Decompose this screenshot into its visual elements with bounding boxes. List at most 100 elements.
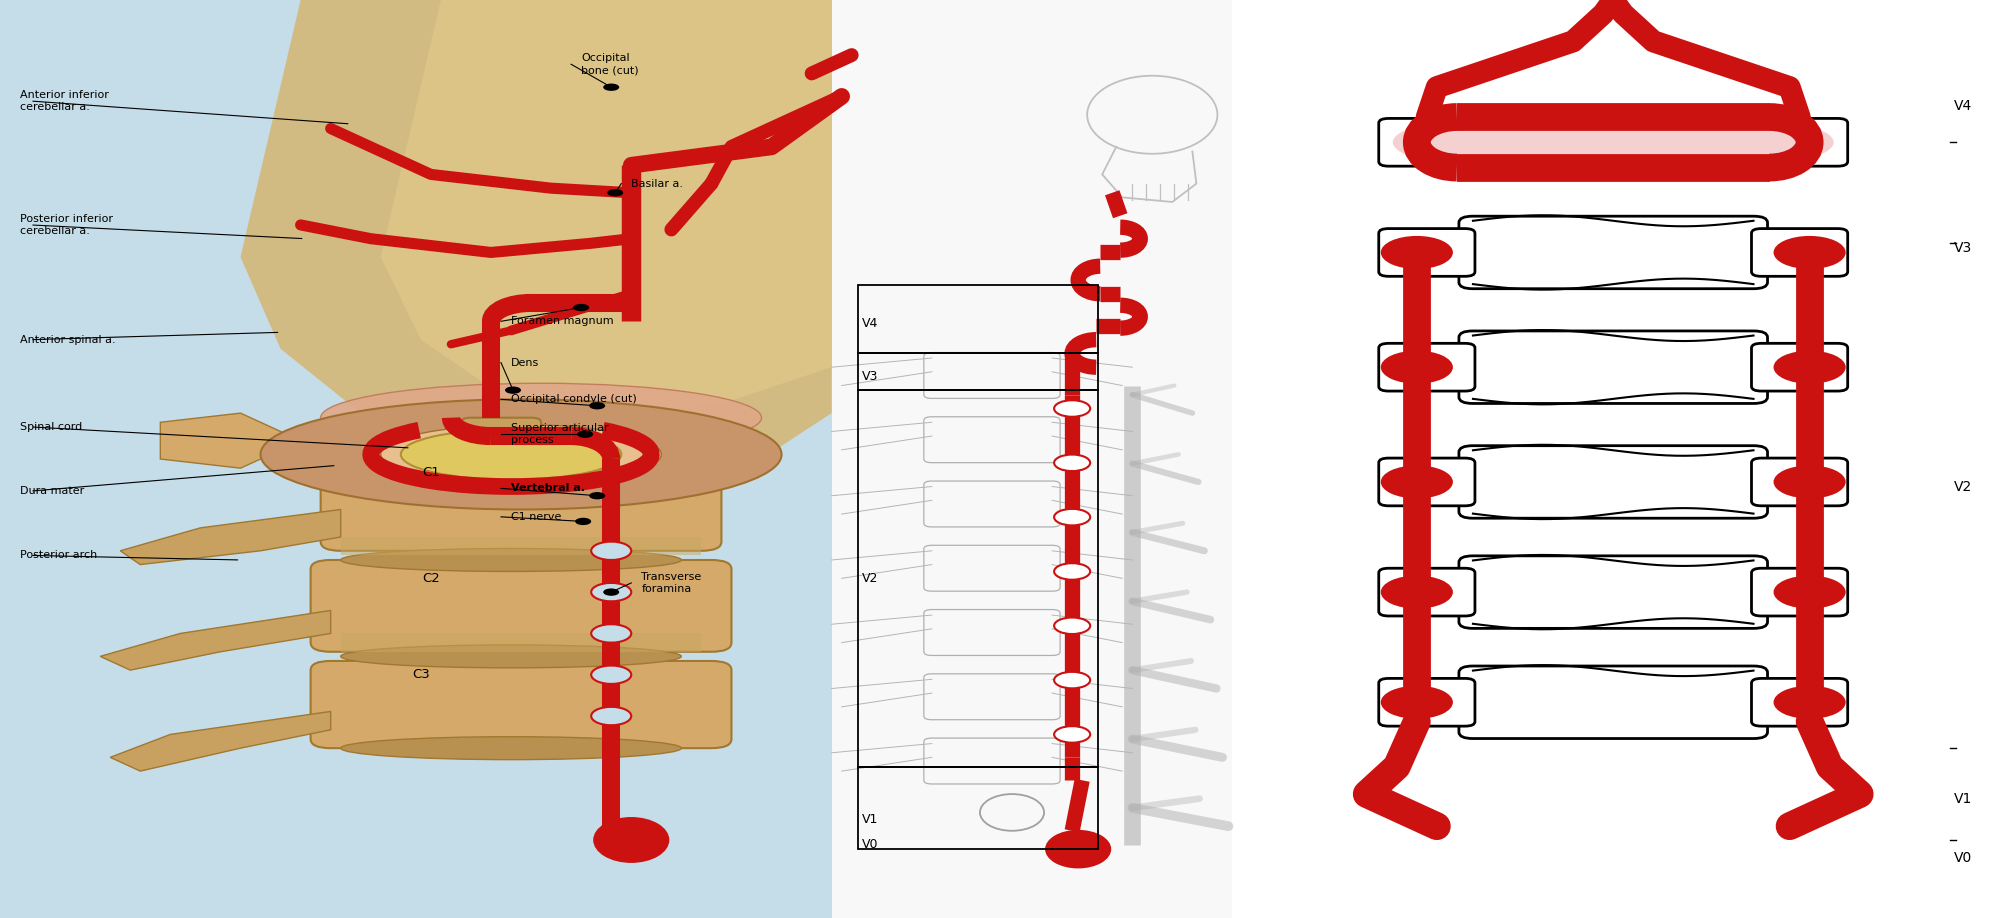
Circle shape [591,624,631,643]
FancyBboxPatch shape [321,464,721,551]
Text: C3: C3 [413,668,429,681]
FancyBboxPatch shape [1459,217,1768,288]
Circle shape [589,402,605,409]
Text: Basilar a.: Basilar a. [631,179,683,188]
Polygon shape [341,633,701,652]
Circle shape [1381,576,1453,609]
Text: V1: V1 [862,813,878,826]
Circle shape [603,84,619,91]
FancyBboxPatch shape [461,418,541,491]
FancyBboxPatch shape [1751,229,1848,276]
Text: V2: V2 [862,572,878,585]
Circle shape [1054,672,1090,688]
Text: V0: V0 [862,838,878,851]
Text: C2: C2 [423,572,439,585]
Ellipse shape [341,548,681,571]
FancyBboxPatch shape [1379,458,1475,506]
Ellipse shape [321,384,762,453]
FancyBboxPatch shape [1379,229,1475,276]
Text: V3: V3 [1954,241,1972,255]
Polygon shape [120,509,341,565]
FancyBboxPatch shape [1379,678,1475,726]
FancyBboxPatch shape [1379,118,1475,166]
Ellipse shape [1393,106,1834,179]
Text: Vertebral a.: Vertebral a. [511,484,585,493]
Text: Dura mater: Dura mater [20,487,84,496]
Circle shape [573,304,589,311]
Text: Occipital
bone (cut): Occipital bone (cut) [581,53,639,75]
Circle shape [603,588,619,596]
Text: V1: V1 [1954,791,1972,806]
Text: V4: V4 [862,317,878,330]
Bar [0,0,832,918]
FancyBboxPatch shape [311,560,731,652]
Text: Anterior inferior
cerebellar a.: Anterior inferior cerebellar a. [20,90,108,112]
Circle shape [1774,576,1846,609]
Ellipse shape [341,736,681,760]
FancyBboxPatch shape [1751,458,1848,506]
Circle shape [591,707,631,725]
Circle shape [1381,351,1453,384]
Text: Foramen magnum: Foramen magnum [511,317,613,326]
FancyBboxPatch shape [1751,118,1848,166]
Text: Anterior spinal a.: Anterior spinal a. [20,335,116,344]
Ellipse shape [1046,830,1110,868]
Circle shape [1774,465,1846,498]
FancyBboxPatch shape [1379,568,1475,616]
Circle shape [1054,726,1090,743]
Text: Posterior inferior
cerebellar a.: Posterior inferior cerebellar a. [20,214,112,236]
Text: V3: V3 [862,370,878,383]
Circle shape [1054,618,1090,634]
Circle shape [1774,351,1846,384]
Bar [858,285,1098,353]
FancyBboxPatch shape [1751,568,1848,616]
Bar [858,390,1098,767]
Circle shape [1774,236,1846,269]
Bar [858,767,1098,849]
Text: Spinal cord: Spinal cord [20,422,82,431]
Circle shape [1054,509,1090,525]
Text: Transverse
foramina: Transverse foramina [641,572,701,594]
Circle shape [1054,454,1090,471]
Text: V4: V4 [1954,98,1972,113]
Circle shape [1054,563,1090,580]
FancyBboxPatch shape [311,661,731,748]
Ellipse shape [381,424,661,484]
Text: Dens: Dens [511,358,539,367]
Text: C1 nerve: C1 nerve [511,512,561,521]
FancyBboxPatch shape [1459,445,1768,518]
Polygon shape [341,537,701,555]
Circle shape [1381,686,1453,719]
Bar [1232,0,2004,918]
Text: C1: C1 [423,466,439,479]
Polygon shape [100,610,331,670]
Text: V0: V0 [1954,851,1972,866]
Circle shape [1774,686,1846,719]
FancyBboxPatch shape [1459,555,1768,628]
Circle shape [1381,465,1453,498]
FancyBboxPatch shape [1379,343,1475,391]
Text: Occipital condyle (cut): Occipital condyle (cut) [511,395,637,404]
Ellipse shape [401,429,621,479]
Polygon shape [160,413,301,468]
FancyBboxPatch shape [1751,343,1848,391]
Ellipse shape [261,399,782,509]
Polygon shape [381,0,832,413]
Polygon shape [110,711,331,771]
FancyBboxPatch shape [1459,331,1768,404]
Circle shape [591,542,631,560]
Text: V2: V2 [1954,479,1972,494]
Bar [858,353,1098,390]
Text: Posterior arch: Posterior arch [20,551,98,560]
Bar [832,0,1232,918]
FancyBboxPatch shape [1751,678,1848,726]
Circle shape [591,583,631,601]
FancyBboxPatch shape [1459,666,1768,738]
Ellipse shape [593,817,669,863]
Ellipse shape [341,644,681,668]
Circle shape [607,189,623,196]
FancyBboxPatch shape [1459,106,1768,178]
Circle shape [589,492,605,499]
Circle shape [1381,236,1453,269]
Circle shape [1054,400,1090,417]
